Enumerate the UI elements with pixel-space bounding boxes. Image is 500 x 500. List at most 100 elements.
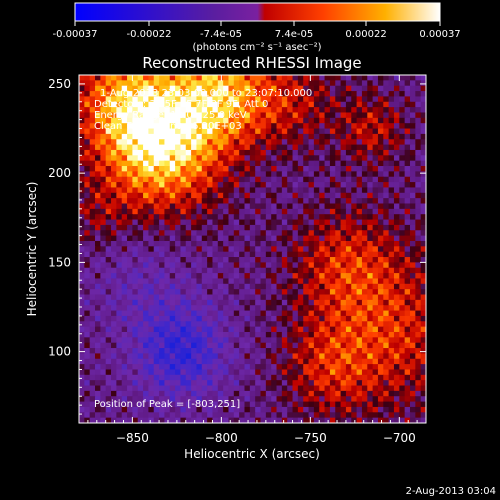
heatmap-cell xyxy=(308,101,315,108)
heatmap-cell xyxy=(249,187,256,194)
heatmap-cell xyxy=(89,380,96,387)
heatmap-cell xyxy=(351,321,358,328)
heatmap-cell xyxy=(207,80,214,87)
heatmap-cell xyxy=(303,133,310,140)
heatmap-cell xyxy=(420,251,426,258)
heatmap-cell xyxy=(223,385,230,392)
heatmap-cell xyxy=(271,417,278,423)
heatmap-cell xyxy=(153,123,160,130)
heatmap-cell xyxy=(271,133,278,140)
heatmap-cell xyxy=(249,101,256,108)
heatmap-cell xyxy=(132,358,139,365)
heatmap-cell xyxy=(292,305,299,312)
heatmap-cell xyxy=(281,149,288,156)
heatmap-cell xyxy=(340,176,347,183)
heatmap-cell xyxy=(367,235,374,242)
heatmap-cell xyxy=(303,96,310,103)
heatmap-cell xyxy=(281,182,288,189)
heatmap-cell xyxy=(393,133,400,140)
heatmap-cell xyxy=(340,203,347,210)
heatmap-cell xyxy=(175,85,182,92)
heatmap-cell xyxy=(121,299,128,306)
heatmap-cell xyxy=(196,203,203,210)
heatmap-cell xyxy=(271,208,278,215)
heatmap-cell xyxy=(137,364,144,371)
heatmap-cell xyxy=(180,294,187,301)
heatmap-cell xyxy=(79,310,85,317)
heatmap-cell xyxy=(84,299,91,306)
heatmap-cell xyxy=(223,278,230,285)
heatmap-cell xyxy=(233,117,240,124)
heatmap-cell xyxy=(409,251,416,258)
heatmap-cell xyxy=(324,294,331,301)
heatmap-cell xyxy=(239,117,246,124)
heatmap-cell xyxy=(415,283,422,290)
heatmap-cell xyxy=(217,364,224,371)
heatmap-cell xyxy=(191,139,198,146)
heatmap-cell xyxy=(404,91,411,98)
heatmap-cell xyxy=(319,262,326,269)
heatmap-cell xyxy=(351,139,358,146)
heatmap-cell xyxy=(223,246,230,253)
heatmap-cell xyxy=(308,321,315,328)
heatmap-cell xyxy=(121,235,128,242)
heatmap-cell xyxy=(116,128,123,135)
heatmap-cell xyxy=(148,166,155,172)
heatmap-cell xyxy=(281,364,288,371)
heatmap-cell xyxy=(164,246,171,253)
heatmap-cell xyxy=(260,192,267,199)
heatmap-cell xyxy=(372,289,379,296)
heatmap-cell xyxy=(148,257,155,263)
heatmap-cell xyxy=(281,406,288,413)
heatmap-cell xyxy=(175,182,182,189)
heatmap-cell xyxy=(324,385,331,392)
heatmap-cell xyxy=(409,246,416,253)
heatmap-cell xyxy=(297,299,304,306)
heatmap-cell xyxy=(100,310,107,317)
heatmap-cell xyxy=(329,224,336,231)
heatmap-cell xyxy=(319,385,326,392)
heatmap-cell xyxy=(137,166,144,172)
heatmap-cell xyxy=(415,348,422,354)
heatmap-cell xyxy=(415,123,422,130)
heatmap-cell xyxy=(383,155,390,162)
heatmap-cell xyxy=(239,91,246,98)
heatmap-cell xyxy=(351,235,358,242)
heatmap-cell xyxy=(196,348,203,354)
heatmap-cell xyxy=(345,364,352,371)
heatmap-cell xyxy=(201,342,208,349)
heatmap-cell xyxy=(265,321,272,328)
heatmap-cell xyxy=(100,390,107,397)
heatmap-cell xyxy=(329,294,336,301)
heatmap-cell xyxy=(169,364,176,371)
heatmap-cell xyxy=(313,374,320,381)
heatmap-cell xyxy=(89,107,96,114)
heatmap-cell xyxy=(404,80,411,87)
heatmap-cell xyxy=(329,310,336,317)
heatmap-cell xyxy=(201,176,208,183)
heatmap-cell xyxy=(84,289,91,296)
heatmap-cell xyxy=(367,364,374,371)
heatmap-cell xyxy=(265,380,272,387)
heatmap-cell xyxy=(143,273,149,280)
heatmap-cell xyxy=(308,75,315,81)
heatmap-cell xyxy=(409,160,416,167)
heatmap-cell xyxy=(143,91,149,98)
heatmap-cell xyxy=(335,219,342,226)
heatmap-cell xyxy=(377,358,384,365)
heatmap-cell xyxy=(409,374,416,381)
heatmap-cell xyxy=(329,171,336,178)
heatmap-cell xyxy=(143,401,149,408)
heatmap-cell xyxy=(409,166,416,172)
heatmap-cell xyxy=(351,230,358,237)
heatmap-cell xyxy=(303,321,310,328)
heatmap-cell xyxy=(244,390,251,397)
heatmap-cell xyxy=(383,198,390,205)
heatmap-cell xyxy=(196,310,203,317)
heatmap-cell xyxy=(345,380,352,387)
heatmap-cell xyxy=(313,396,320,403)
heatmap-cell xyxy=(185,412,192,419)
heatmap-cell xyxy=(233,299,240,306)
heatmap-cell xyxy=(89,123,96,130)
heatmap-cell xyxy=(180,192,187,199)
